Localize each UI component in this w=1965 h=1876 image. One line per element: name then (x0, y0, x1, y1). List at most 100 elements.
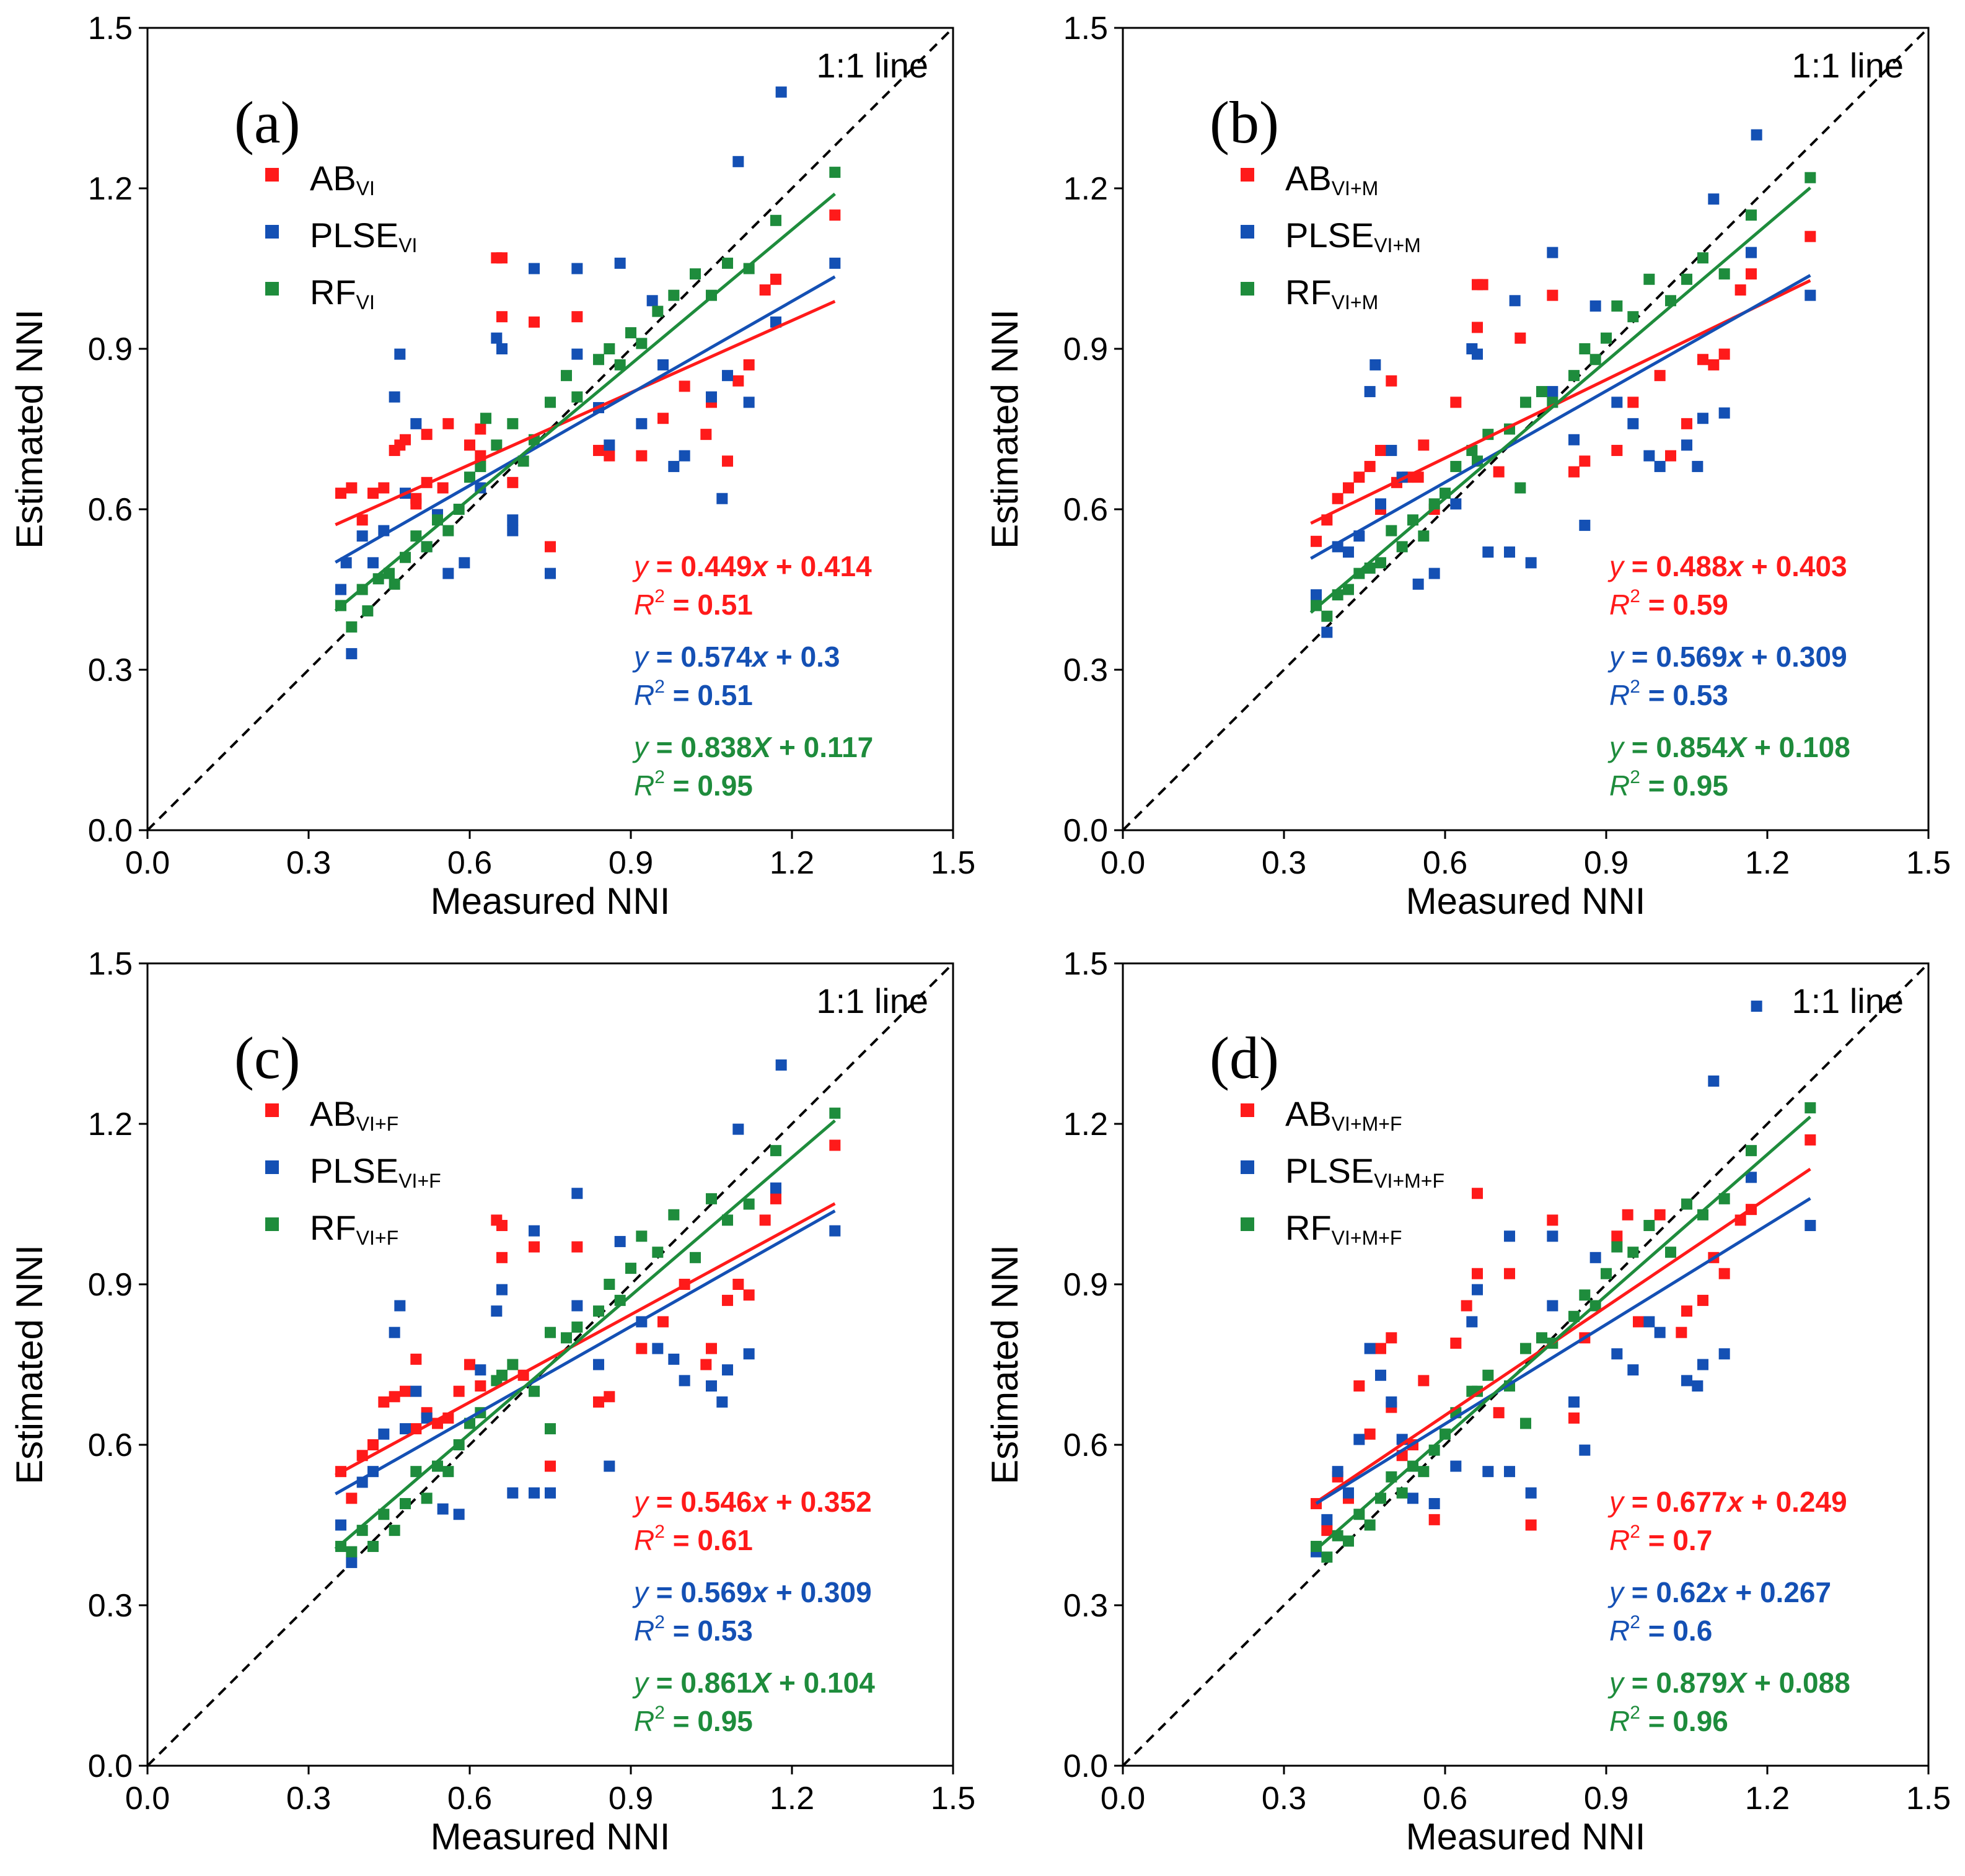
point-rf (571, 1322, 583, 1333)
panel-label: (c) (234, 1025, 301, 1091)
point-plse (1746, 247, 1757, 258)
point-plse (400, 1423, 411, 1435)
point-ab (657, 413, 669, 424)
r-superscript: 2 (654, 1522, 665, 1542)
identity-line-label: 1:1 line (1791, 981, 1904, 1020)
point-plse (394, 1300, 406, 1312)
r-squared-rf: R2 = 0.95 (1609, 767, 1728, 802)
point-rf (636, 1230, 648, 1242)
x-axis-label: Measured NNI (431, 880, 670, 922)
point-plse (529, 1487, 540, 1499)
eq-intercept: + 0.088 (1746, 1667, 1850, 1699)
point-plse (1504, 1466, 1515, 1478)
point-ab (732, 375, 744, 387)
legend-name: PLSE (1285, 216, 1374, 255)
eq-y: y (1607, 641, 1625, 673)
point-ab (475, 423, 486, 435)
r-squared-value: = 0.53 (665, 1615, 753, 1647)
point-rf (1418, 1466, 1430, 1478)
point-ab (1343, 482, 1354, 494)
point-rf (545, 397, 556, 408)
r-squared-ab: R2 = 0.7 (1609, 1522, 1712, 1556)
x-axis-label: Measured NNI (1406, 1816, 1646, 1857)
plot-frame (146, 962, 954, 1767)
point-ab (706, 1343, 717, 1354)
point-plse (1746, 1172, 1757, 1183)
point-plse (410, 418, 422, 429)
point-plse (1718, 1348, 1730, 1360)
point-plse (1386, 1396, 1397, 1408)
eq-intercept: + 0.403 (1743, 550, 1847, 582)
point-plse (1805, 1220, 1816, 1232)
point-ab (1514, 332, 1526, 344)
point-plse (410, 1385, 422, 1397)
point-ab (732, 1279, 744, 1290)
y-axis-label: Estimated NNI (984, 1245, 1026, 1484)
legend-label-plse: PLSEVI (310, 216, 417, 256)
point-ab (1718, 348, 1730, 360)
legend-name: AB (310, 1094, 356, 1133)
point-rf (561, 1332, 572, 1344)
point-rf (1514, 482, 1526, 494)
point-plse (1547, 1300, 1558, 1312)
r-squared-rf: R2 = 0.95 (634, 767, 753, 802)
eq-x: X (750, 731, 773, 763)
equation-plse: y = 0.574x + 0.3 (632, 641, 840, 673)
x-tick-label: 0.9 (1584, 845, 1629, 881)
point-rf (1536, 386, 1547, 398)
r-symbol: R (634, 589, 654, 621)
point-rf (1450, 460, 1462, 472)
r-squared-plse: R2 = 0.53 (1609, 677, 1728, 711)
point-ab (593, 1396, 604, 1408)
y-tick-label: 0.9 (88, 1267, 133, 1303)
point-rf (1440, 1428, 1451, 1440)
point-plse (716, 493, 728, 504)
point-plse (1466, 1316, 1478, 1328)
y-tick-label: 0.6 (88, 492, 133, 528)
point-plse (1643, 450, 1655, 462)
y-tick-label: 0.0 (1063, 1748, 1108, 1784)
point-rf (770, 214, 781, 226)
point-rf (1520, 397, 1531, 408)
point-plse (679, 450, 690, 462)
eq-intercept: + 0.108 (1746, 731, 1850, 763)
eq-y: y (632, 641, 650, 673)
legend-marker-rf (1241, 282, 1254, 296)
point-ab (759, 284, 771, 296)
point-plse (657, 359, 669, 370)
point-plse (1589, 1251, 1601, 1263)
x-tick-label: 0.3 (286, 1781, 331, 1817)
point-plse (1708, 1075, 1720, 1087)
legend-label-plse: PLSEVI+M (1285, 216, 1421, 256)
legend-name: RF (1285, 273, 1332, 312)
point-rf (690, 1251, 701, 1263)
point-plse (1692, 460, 1703, 472)
point-ab (1697, 354, 1708, 366)
point-rf (475, 460, 486, 472)
point-ab (410, 498, 422, 510)
point-plse (775, 86, 787, 98)
r-symbol: R (1609, 589, 1630, 621)
plot-frame (1122, 27, 1930, 831)
point-rf (507, 418, 519, 429)
point-ab (1611, 445, 1623, 457)
legend-marker-plse (1241, 225, 1254, 239)
y-tick-label: 1.2 (88, 171, 133, 207)
point-ab (1386, 1332, 1397, 1344)
eq-intercept: + 0.309 (1743, 641, 1847, 673)
eq-slope: = 0.861 (648, 1667, 752, 1699)
point-ab (1665, 450, 1676, 462)
legend-name: AB (1285, 1094, 1332, 1133)
point-rf (1746, 1145, 1757, 1157)
point-ab (759, 1214, 771, 1226)
r-superscript: 2 (1630, 767, 1640, 787)
eq-intercept: + 0.414 (768, 550, 872, 582)
eq-intercept: + 0.3 (768, 641, 840, 673)
y-tick-label: 0.6 (1063, 492, 1108, 528)
fit-line-rf (334, 1119, 836, 1550)
x-tick-label: 0.3 (1262, 845, 1306, 881)
point-ab (346, 482, 358, 494)
point-ab (1472, 322, 1483, 333)
point-rf (1627, 1247, 1639, 1258)
equation-plse: y = 0.569x + 0.309 (632, 1576, 872, 1608)
